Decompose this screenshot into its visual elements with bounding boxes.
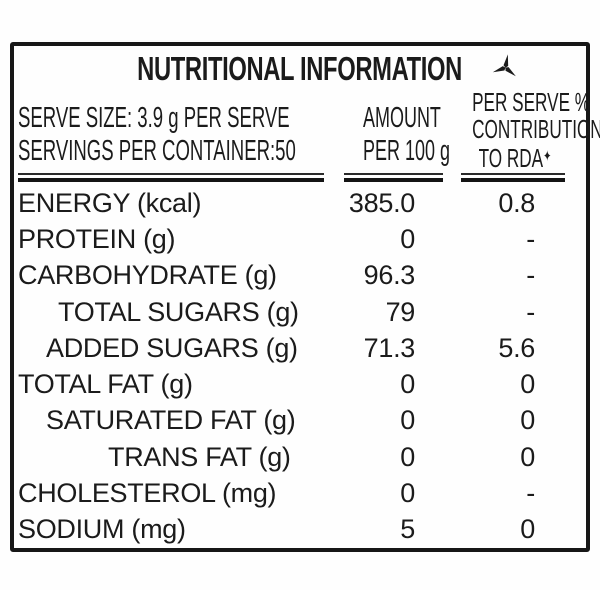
rda-header-line2: CONTRIBUTION: [472, 114, 600, 144]
rda-column-header: PER SERVE % CONTRIBUTION TO RDA✦: [472, 87, 600, 172]
rda-value: 0.8: [498, 187, 535, 218]
nutrient-name: SODIUM (mg): [18, 514, 186, 545]
nutrient-name: ENERGY (kcal): [18, 187, 202, 218]
table-row: ENERGY (kcal) 385.0 0.8: [14, 185, 586, 221]
rda-value: 0: [520, 405, 535, 436]
rda-value: -: [526, 296, 535, 327]
rda-value: 0: [520, 514, 535, 545]
label-title-row: NUTRITIONAL INFORMATION: [14, 50, 586, 88]
amount-value: 96.3: [363, 260, 416, 291]
table-row: SODIUM (mg) 5 0: [14, 512, 586, 548]
amount-value: 385.0: [348, 187, 415, 218]
table-row: SATURATED FAT (g) 0 0: [14, 403, 586, 439]
amount-value: 0: [400, 441, 415, 472]
nutrient-name: TOTAL FAT (g): [18, 369, 193, 400]
rda-value: 5.6: [498, 332, 535, 363]
amount-value: 71.3: [363, 332, 416, 363]
servings-per-container-line: SERVINGS PER CONTAINER:50: [18, 135, 296, 167]
rda-value: -: [526, 223, 535, 254]
column-rule-amount: [344, 173, 443, 182]
column-rule-serve: [18, 173, 324, 182]
table-row: CARBOHYDRATE (g) 96.3 -: [14, 258, 586, 294]
serve-size-line: SERVE SIZE: 3.9 g PER SERVE: [18, 102, 290, 134]
three-pointed-star-icon: [492, 53, 519, 85]
amount-value: 79: [385, 296, 416, 327]
nutrient-name: CARBOHYDRATE (g): [18, 260, 277, 291]
table-row: PROTEIN (g) 0 -: [14, 221, 586, 257]
rda-value: 0: [520, 441, 535, 472]
amount-value: 0: [400, 478, 415, 509]
rda-value: 0: [520, 369, 535, 400]
amount-header-line1: AMOUNT: [363, 102, 441, 134]
nutrient-name: TOTAL SUGARS (g): [58, 296, 299, 327]
serve-size-header: SERVE SIZE: 3.9 g PER SERVE SERVINGS PER…: [18, 102, 296, 168]
nutrient-name: TRANS FAT (g): [108, 441, 291, 472]
amount-value: 0: [400, 369, 415, 400]
label-title: NUTRITIONAL INFORMATION: [137, 50, 463, 87]
amount-value: 0: [400, 405, 415, 436]
nutrient-name: ADDED SUGARS (g): [46, 332, 298, 363]
table-row: TRANS FAT (g) 0 0: [14, 439, 586, 475]
rda-header-line1: PER SERVE %: [472, 87, 591, 117]
nutrient-table: ENERGY (kcal) 385.0 0.8 PROTEIN (g) 0 - …: [14, 185, 586, 548]
amount-header-line2: PER 100 g: [363, 135, 450, 167]
rda-value: -: [526, 478, 535, 509]
amount-column-header: AMOUNT PER 100 g: [363, 102, 450, 168]
table-row: CHOLESTEROL (mg) 0 -: [14, 475, 586, 511]
table-row: TOTAL SUGARS (g) 79 -: [14, 294, 586, 330]
rda-header-line3: TO RDA✦: [472, 143, 558, 172]
nutrient-name: SATURATED FAT (g): [46, 405, 296, 436]
column-rule-rda: [461, 173, 565, 182]
table-row: ADDED SUGARS (g) 71.3 5.6: [14, 330, 586, 366]
nutrient-name: PROTEIN (g): [18, 223, 176, 254]
amount-value: 0: [400, 223, 415, 254]
table-row: TOTAL FAT (g) 0 0: [14, 366, 586, 402]
four-pointed-star-icon: ✦: [543, 148, 552, 165]
rda-header-text: TO RDA: [478, 143, 544, 173]
rda-value: -: [526, 260, 535, 291]
amount-value: 5: [400, 514, 415, 545]
nutrient-name: CHOLESTEROL (mg): [18, 478, 277, 509]
nutrition-label-box: NUTRITIONAL INFORMATION SERVE SIZE: 3.9 …: [10, 42, 600, 552]
